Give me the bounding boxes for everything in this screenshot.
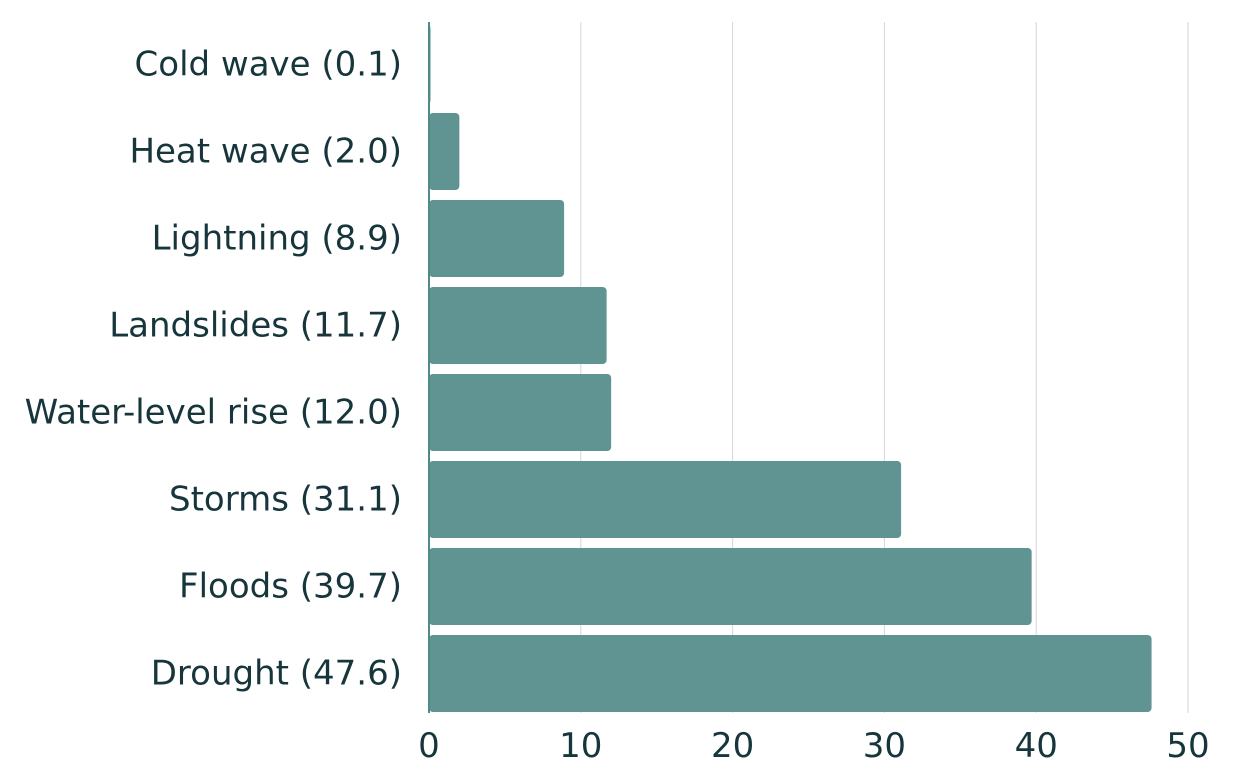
category-label: Heat wave (2.0): [129, 132, 402, 172]
x-tick-label: 40: [1015, 726, 1058, 766]
bar-6: [429, 548, 1032, 625]
category-label: Cold wave (0.1): [135, 45, 402, 85]
x-tick-label: 10: [559, 726, 602, 766]
category-label: Floods (39.7): [179, 567, 402, 607]
bar-4: [429, 374, 612, 451]
category-label: Water-level rise (12.0): [25, 393, 402, 433]
bar-5: [429, 461, 902, 538]
x-axis-ticks: 0 10 20 30 40 50: [418, 726, 1209, 766]
bars: [429, 26, 1152, 712]
bar-2: [429, 200, 565, 277]
bar-3: [429, 287, 607, 364]
bar-7: [429, 635, 1152, 712]
category-label: Landslides (11.7): [109, 306, 402, 346]
category-label: Lightning (8.9): [152, 219, 402, 259]
x-tick-label: 20: [711, 726, 754, 766]
x-tick-label: 30: [863, 726, 906, 766]
x-tick-label: 50: [1166, 726, 1209, 766]
category-label: Storms (31.1): [169, 480, 402, 520]
category-labels: Cold wave (0.1) Heat wave (2.0) Lightning …: [25, 45, 402, 694]
x-tick-label: 0: [418, 726, 440, 766]
category-label: Drought (47.6): [151, 654, 402, 694]
bar-1: [429, 113, 460, 190]
